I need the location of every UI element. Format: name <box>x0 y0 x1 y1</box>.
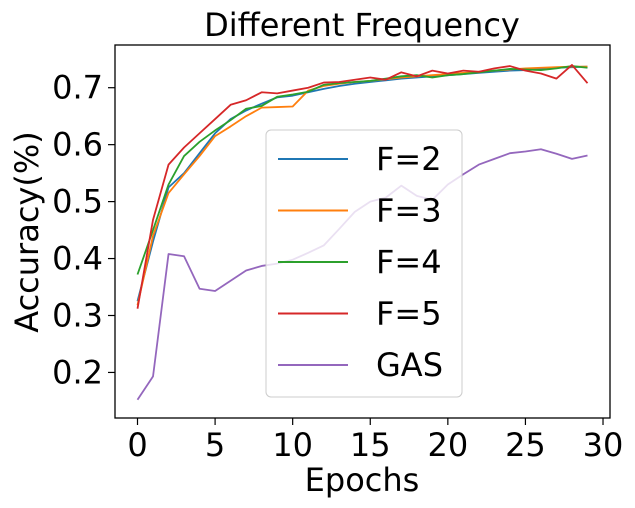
chart-title: Different Frequency <box>204 6 520 44</box>
legend-label: F=2 <box>376 140 442 178</box>
y-tick-label: 0.2 <box>52 353 103 391</box>
legend: F=2 F=3 F=4 F=5 GAS <box>265 129 463 398</box>
legend-label: GAS <box>376 346 443 384</box>
x-tick-label: 15 <box>350 426 391 464</box>
legend-box <box>265 129 463 398</box>
y-tick-label: 0.7 <box>52 69 103 107</box>
y-axis-ticks: 0.2 0.3 0.4 0.5 0.6 0.7 <box>52 69 115 391</box>
x-tick-label: 5 <box>205 426 225 464</box>
series-line-f-5 <box>136 64 589 309</box>
y-axis-label: Accuracy(%) <box>8 131 46 332</box>
series-line-f-2 <box>136 65 588 302</box>
y-tick-label: 0.5 <box>52 183 103 221</box>
plot-frame <box>114 44 611 419</box>
x-tick-label: 25 <box>505 426 546 464</box>
legend-label: F=4 <box>376 243 442 281</box>
x-axis-ticks: 0 5 10 15 20 25 30 <box>127 418 623 464</box>
legend-label: F=5 <box>376 295 442 333</box>
x-tick-label: 30 <box>583 426 624 464</box>
y-tick-label: 0.4 <box>52 240 103 278</box>
y-tick-label: 0.6 <box>52 126 103 164</box>
x-tick-label: 10 <box>272 426 313 464</box>
series-line-f-4 <box>136 65 588 275</box>
x-tick-label: 0 <box>127 426 147 464</box>
x-axis-label: Epochs <box>305 461 420 499</box>
x-tick-label: 20 <box>427 426 468 464</box>
y-tick-label: 0.3 <box>52 296 103 334</box>
legend-label: F=3 <box>376 192 442 230</box>
